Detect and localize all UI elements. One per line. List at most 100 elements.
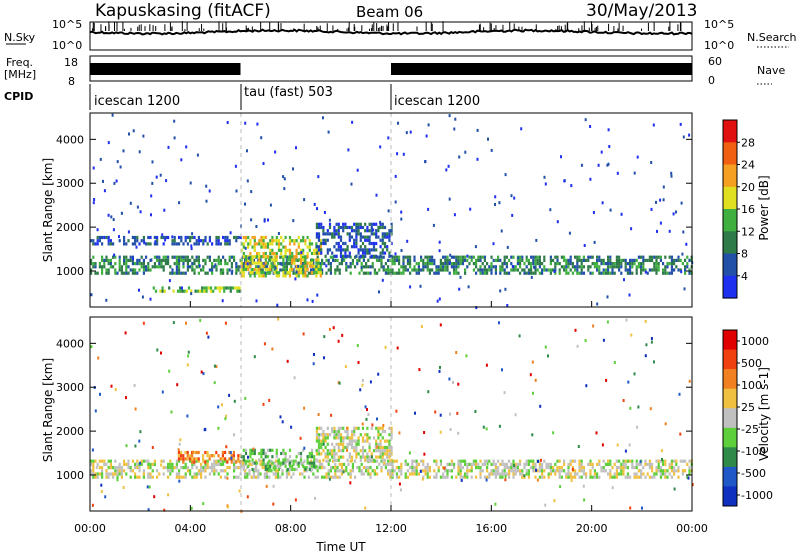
heat-cell xyxy=(381,445,384,450)
heat-cell xyxy=(310,448,314,452)
heat-cell xyxy=(231,269,234,273)
heat-cell xyxy=(378,268,381,272)
heat-cell xyxy=(120,472,123,476)
heat-cell xyxy=(479,265,482,269)
heat-cell xyxy=(602,268,605,272)
heat-cell xyxy=(622,462,625,466)
heat-cell xyxy=(505,255,508,259)
heat-cell xyxy=(142,235,145,240)
heat-cell xyxy=(142,271,145,275)
heat-cell xyxy=(367,265,370,269)
heat-cell xyxy=(450,255,453,259)
heat-cell xyxy=(247,267,250,272)
heat-cell xyxy=(464,472,467,476)
heat-cell xyxy=(188,457,191,461)
heat-cell xyxy=(120,475,123,479)
heat-cell xyxy=(105,472,108,476)
heat-cell xyxy=(587,268,590,272)
heat-cell xyxy=(205,199,208,203)
heat-cell xyxy=(350,235,354,239)
heat-cell xyxy=(490,262,493,266)
heat-cell xyxy=(312,362,315,366)
heat-cell xyxy=(233,466,236,470)
heat-cell xyxy=(684,469,687,473)
heat-cell xyxy=(200,239,203,243)
heat-cell xyxy=(147,262,150,266)
heat-cell xyxy=(580,271,583,275)
heat-cell xyxy=(191,454,194,458)
heat-cell xyxy=(338,462,341,466)
heat-cell xyxy=(206,462,209,466)
heat-cell xyxy=(332,459,335,463)
heat-cell xyxy=(457,472,460,476)
heat-cell xyxy=(185,145,188,149)
heat-cell xyxy=(369,271,372,275)
heat-cell xyxy=(217,235,220,240)
heat-cell xyxy=(260,255,263,259)
heat-cell xyxy=(454,117,457,121)
heat-cell xyxy=(90,293,93,297)
heat-cell xyxy=(206,271,209,275)
heat-cell xyxy=(355,426,358,430)
heat-cell xyxy=(640,475,643,479)
heat-cell xyxy=(295,248,298,252)
heat-cell xyxy=(191,232,194,236)
heat-cell xyxy=(543,475,546,479)
heat-cell xyxy=(320,241,323,246)
heat-cell xyxy=(342,439,345,443)
heat-cell xyxy=(230,262,233,266)
heat-cell xyxy=(264,251,267,256)
heat-cell xyxy=(457,258,460,262)
heat-cell xyxy=(596,265,599,269)
heat-cell xyxy=(94,459,97,463)
heat-cell xyxy=(91,448,94,452)
heat-cell xyxy=(147,459,150,463)
heat-cell xyxy=(475,265,478,269)
heat-cell xyxy=(293,467,296,472)
heat-cell xyxy=(644,268,647,272)
heat-cell xyxy=(234,286,237,290)
heat-cell xyxy=(244,461,248,465)
heat-cell xyxy=(162,472,165,476)
heat-cell xyxy=(675,258,678,262)
noise-right-label: N.Search xyxy=(747,31,797,44)
heat-cell xyxy=(275,448,278,452)
heat-cell xyxy=(276,303,279,307)
heat-cell xyxy=(381,251,384,255)
heat-cell xyxy=(605,378,608,382)
heat-cell xyxy=(622,472,625,476)
heat-cell xyxy=(335,452,338,456)
heat-cell xyxy=(335,232,338,236)
heat-cell xyxy=(494,271,497,275)
heat-cell xyxy=(163,289,166,293)
heat-cell xyxy=(376,258,379,262)
heat-cell xyxy=(297,461,300,465)
heat-cell xyxy=(631,262,634,266)
heat-cell xyxy=(273,461,276,465)
heat-cell xyxy=(670,475,673,479)
heat-cell xyxy=(374,445,377,449)
heat-cell xyxy=(329,268,332,272)
heat-cell xyxy=(470,462,473,466)
heat-cell xyxy=(94,242,97,246)
heat-cell xyxy=(388,433,391,437)
heat-cell xyxy=(336,268,339,272)
heat-cell xyxy=(567,265,570,269)
heat-cell xyxy=(664,462,667,466)
heat-cell xyxy=(302,251,305,256)
heat-cell xyxy=(435,472,438,476)
heat-cell xyxy=(171,462,174,466)
heat-cell xyxy=(213,265,216,269)
heat-cell xyxy=(299,267,303,272)
heat-cell xyxy=(302,461,305,465)
heat-cell xyxy=(576,344,579,348)
heat-cell xyxy=(331,427,333,431)
heat-cell xyxy=(662,268,665,272)
heat-cell xyxy=(353,445,356,450)
heat-cell xyxy=(176,289,180,293)
heat-cell xyxy=(377,229,380,233)
heat-cell xyxy=(226,271,229,275)
heat-cell xyxy=(173,239,176,243)
heat-cell xyxy=(182,460,185,464)
heat-cell xyxy=(395,255,398,259)
